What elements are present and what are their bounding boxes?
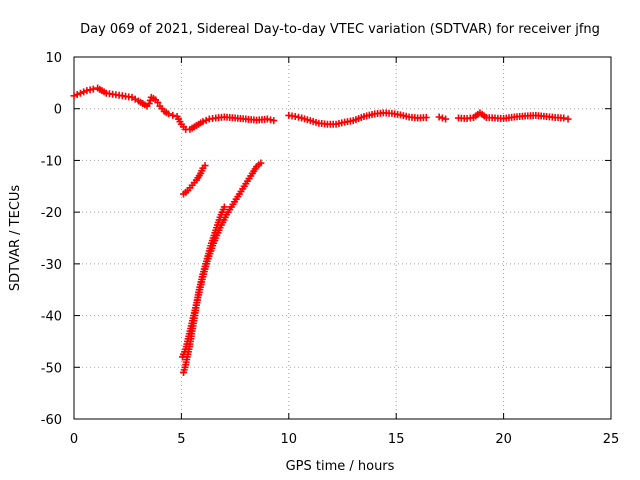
- data-point-main-trace: [70, 92, 78, 100]
- data-point-main-trace: [73, 90, 81, 98]
- x-tick-label: 0: [70, 432, 78, 447]
- data-points: [70, 84, 572, 376]
- data-point-descent-b: [257, 159, 265, 167]
- y-tick-label: -20: [41, 206, 62, 221]
- x-tick-label: 5: [177, 432, 185, 447]
- data-point-main-trace: [564, 115, 572, 123]
- chart-title: Day 069 of 2021, Sidereal Day-to-day VTE…: [80, 22, 600, 37]
- data-point-main-trace: [560, 114, 568, 122]
- data-point-main-trace: [76, 89, 84, 97]
- plot-frame: [73, 56, 612, 420]
- y-tick-label: 10: [45, 51, 62, 66]
- data-point-main-trace: [199, 118, 207, 126]
- data-point-main-trace: [165, 110, 173, 118]
- x-tick-label: 15: [388, 432, 405, 447]
- y-axis-label: SDTVAR / TECUs: [8, 185, 23, 292]
- x-axis: 0 5 10 15 20 25: [70, 57, 619, 447]
- y-tick-label: -50: [41, 361, 62, 376]
- data-point-main-trace: [422, 114, 430, 122]
- data-point-main-trace: [89, 85, 97, 93]
- y-axis: 10 0 -10 -20 -30 -40 -50 -60: [41, 51, 611, 428]
- data-point-main-trace: [80, 88, 88, 96]
- x-tick-label: 10: [281, 432, 298, 447]
- data-point-main-trace: [442, 115, 450, 123]
- data-point-main-trace: [435, 113, 443, 121]
- grid-lines: [74, 57, 611, 419]
- y-tick-label: -60: [41, 413, 62, 428]
- data-point-main-trace: [438, 114, 446, 122]
- y-tick-label: 0: [54, 103, 62, 118]
- data-point-main-trace: [270, 117, 278, 125]
- y-tick-label: -30: [41, 258, 62, 273]
- x-axis-label: GPS time / hours: [286, 459, 395, 474]
- x-tick-label: 20: [495, 432, 512, 447]
- data-point-short-segment: [201, 162, 209, 170]
- data-point-main-trace: [202, 116, 210, 124]
- data-point-main-trace: [154, 99, 162, 107]
- data-point-main-trace: [169, 111, 177, 119]
- y-tick-label: -10: [41, 154, 62, 169]
- x-tick-label: 25: [603, 432, 620, 447]
- data-point-descent-a: [220, 203, 228, 211]
- y-tick-label: -40: [41, 310, 62, 325]
